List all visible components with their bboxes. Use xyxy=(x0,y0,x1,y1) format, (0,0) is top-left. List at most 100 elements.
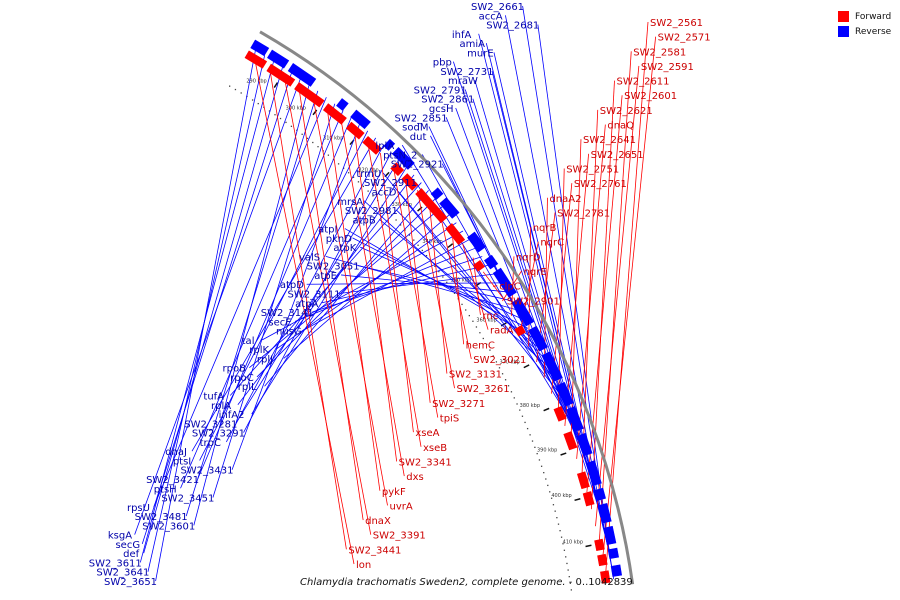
reverse-gene-feature[interactable] xyxy=(603,525,617,546)
reverse-gene-label[interactable]: nusG xyxy=(276,327,302,338)
reverse-gene-feature[interactable] xyxy=(511,297,535,327)
forward-gene-label[interactable]: SW2_3391 xyxy=(373,531,426,542)
forward-gene-label[interactable]: uvrA xyxy=(390,501,413,512)
reverse-gene-feature[interactable] xyxy=(336,98,349,111)
forward-gene-label[interactable]: SW2_2751 xyxy=(566,164,619,175)
reverse-gene-label[interactable]: rpoB xyxy=(223,364,247,375)
reverse-gene-label[interactable]: SW2_3141 xyxy=(261,308,314,319)
reverse-gene-label[interactable]: atpD xyxy=(280,280,304,291)
reverse-gene-label[interactable]: pknD xyxy=(326,234,352,245)
forward-gene-feature[interactable] xyxy=(401,173,419,191)
reverse-gene-feature[interactable] xyxy=(350,109,371,130)
reverse-gene-label[interactable]: lplA xyxy=(375,141,394,152)
reverse-gene-label[interactable]: SW2_2911 xyxy=(364,178,417,189)
forward-gene-feature[interactable] xyxy=(415,188,448,224)
reverse-gene-feature[interactable] xyxy=(267,49,290,69)
forward-gene-label[interactable]: SW2_2601 xyxy=(624,91,677,102)
forward-gene-feature[interactable] xyxy=(266,63,296,87)
reverse-gene-feature[interactable] xyxy=(541,351,563,382)
forward-gene-feature[interactable] xyxy=(322,103,347,125)
forward-gene-feature[interactable] xyxy=(514,325,526,337)
forward-gene-label[interactable]: SW2_3341 xyxy=(399,457,452,468)
reverse-gene-feature[interactable] xyxy=(430,187,444,201)
reverse-gene-label[interactable]: mrsA xyxy=(337,197,363,208)
reverse-gene-label[interactable]: dut xyxy=(410,132,427,143)
forward-gene-label[interactable]: SW2_2581 xyxy=(633,47,686,58)
reverse-gene-label[interactable]: tal xyxy=(242,336,255,347)
forward-gene-label[interactable]: SW2_2641 xyxy=(583,135,636,146)
reverse-gene-label[interactable]: rpoC xyxy=(230,373,254,384)
forward-gene-feature[interactable] xyxy=(244,50,268,69)
reverse-gene-label[interactable]: sodM xyxy=(402,123,428,134)
reverse-gene-label[interactable]: SW2_3291 xyxy=(192,429,245,440)
reverse-gene-label[interactable]: ihfA xyxy=(452,30,472,41)
reverse-gene-label[interactable]: atpA xyxy=(295,299,318,310)
reverse-gene-label[interactable]: ptsH xyxy=(154,484,177,495)
reverse-gene-label[interactable]: SW2_2921 xyxy=(391,160,444,171)
reverse-gene-feature[interactable] xyxy=(610,564,623,577)
reverse-gene-label[interactable]: SW2_3111 xyxy=(288,290,341,301)
forward-gene-label[interactable]: SW2_2901 xyxy=(507,296,560,307)
reverse-gene-label[interactable]: rpsU xyxy=(127,503,150,514)
reverse-gene-label[interactable]: accA xyxy=(479,11,503,22)
reverse-gene-label[interactable]: rplA xyxy=(211,401,231,412)
reverse-gene-label[interactable]: secG xyxy=(115,540,140,551)
forward-gene-feature[interactable] xyxy=(294,82,325,108)
reverse-gene-feature[interactable] xyxy=(555,381,574,407)
reverse-gene-label[interactable]: mraW xyxy=(448,76,478,87)
forward-gene-label[interactable]: rnc xyxy=(482,311,498,322)
reverse-gene-label[interactable]: pbp xyxy=(433,58,452,69)
reverse-gene-label[interactable]: SW2_3421 xyxy=(146,475,199,486)
forward-gene-label[interactable]: tpiS xyxy=(440,414,459,425)
forward-gene-label[interactable]: dnaQ xyxy=(607,121,634,132)
forward-gene-feature[interactable] xyxy=(582,491,595,507)
forward-gene-label[interactable]: radA xyxy=(490,326,514,337)
reverse-gene-label[interactable]: tufA xyxy=(203,392,224,403)
reverse-gene-label[interactable]: SW2_3431 xyxy=(180,466,233,477)
reverse-gene-feature[interactable] xyxy=(439,197,460,219)
reverse-gene-feature[interactable] xyxy=(576,432,593,457)
forward-gene-label[interactable]: hemC xyxy=(466,340,495,351)
reverse-gene-feature[interactable] xyxy=(383,138,396,151)
forward-gene-label[interactable]: SW2_3261 xyxy=(457,384,510,395)
forward-gene-label[interactable]: dnaX xyxy=(365,516,391,527)
reverse-gene-label[interactable]: SW2_3651 xyxy=(104,577,157,588)
reverse-gene-label[interactable]: SW2_2851 xyxy=(395,113,448,124)
forward-gene-label[interactable]: nqrD xyxy=(516,252,541,263)
forward-gene-label[interactable]: SW2_3271 xyxy=(432,399,485,410)
reverse-gene-label[interactable]: rplK xyxy=(249,345,269,356)
forward-gene-feature[interactable] xyxy=(563,431,578,451)
reverse-gene-label[interactable]: valS xyxy=(299,252,320,263)
reverse-gene-feature[interactable] xyxy=(593,487,606,501)
forward-gene-feature[interactable] xyxy=(600,570,611,584)
forward-gene-label[interactable]: SW2_2651 xyxy=(591,150,644,161)
reverse-gene-label[interactable]: SW2_3601 xyxy=(142,521,195,532)
reverse-gene-feature[interactable] xyxy=(287,63,317,87)
reverse-gene-label[interactable]: ptsN_2 xyxy=(383,150,417,161)
forward-gene-label[interactable]: SW2_3441 xyxy=(348,545,401,556)
reverse-gene-feature[interactable] xyxy=(585,460,602,486)
reverse-gene-label[interactable]: SW2_2681 xyxy=(486,21,539,32)
forward-gene-label[interactable]: nqrC xyxy=(540,238,564,249)
reverse-gene-feature[interactable] xyxy=(250,39,270,57)
reverse-gene-label[interactable]: murE xyxy=(467,48,494,59)
forward-gene-label[interactable]: dnaA2 xyxy=(549,194,581,205)
reverse-gene-feature[interactable] xyxy=(484,254,499,270)
reverse-gene-label[interactable]: infA2 xyxy=(219,410,245,421)
forward-gene-label[interactable]: SW2_2561 xyxy=(650,18,703,29)
reverse-gene-label[interactable]: SW2_3611 xyxy=(89,558,142,569)
forward-gene-label[interactable]: pykF xyxy=(382,487,406,498)
reverse-gene-label[interactable]: dnaJ xyxy=(165,447,187,458)
reverse-gene-label[interactable]: trpC xyxy=(200,438,221,449)
reverse-gene-label[interactable]: SW2_2981 xyxy=(345,206,398,217)
forward-gene-feature[interactable] xyxy=(594,538,605,552)
reverse-gene-label[interactable]: SW2_2791 xyxy=(414,85,467,96)
forward-gene-label[interactable]: lon xyxy=(356,560,371,571)
forward-gene-label[interactable]: SW2_3131 xyxy=(449,370,502,381)
forward-gene-label[interactable]: dxs xyxy=(406,472,423,483)
reverse-gene-label[interactable]: trmU xyxy=(356,169,381,180)
reverse-gene-label[interactable]: atpI xyxy=(318,225,337,236)
forward-gene-label[interactable]: SW2_2591 xyxy=(641,62,694,73)
forward-gene-label[interactable]: SW2_3021 xyxy=(473,355,526,366)
forward-gene-feature[interactable] xyxy=(345,121,365,140)
